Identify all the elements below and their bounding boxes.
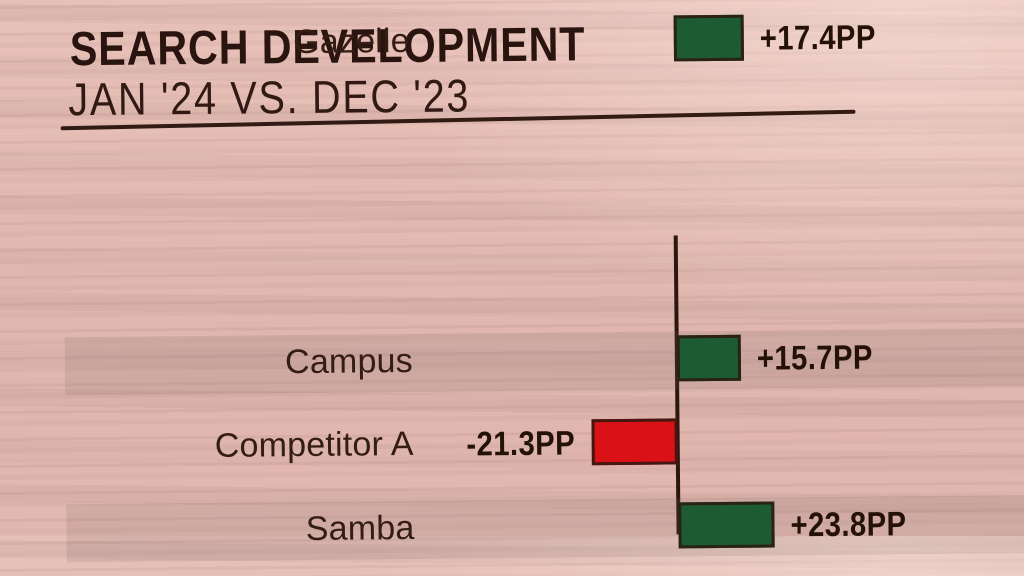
- category-label: Gazelle: [292, 21, 410, 62]
- value-label: +17.4PP: [760, 18, 877, 58]
- bar-samba: [678, 501, 776, 549]
- category-label: Competitor A: [214, 424, 414, 465]
- chart-row-gazelle: Gazelle +17.4PP: [0, 0, 1022, 89]
- value-label: +15.7PP: [756, 338, 873, 378]
- bar-gazelle: [673, 14, 745, 62]
- bar-competitor-a: [591, 418, 678, 466]
- category-label: Campus: [284, 341, 414, 382]
- bar-campus: [676, 334, 741, 382]
- category-label: Samba: [305, 508, 415, 548]
- chart-row-competitor-a: Competitor A -21.3PP: [1, 398, 1024, 492]
- chart-row-samba: Samba +23.8PP: [2, 482, 1024, 576]
- chart-row-campus: Campus +15.7PP: [1, 315, 1024, 409]
- bar-chart: Campus +15.7PP Competitor A -21.3PP Samb…: [0, 0, 1024, 563]
- value-label: +23.8PP: [790, 505, 908, 545]
- slide-photo: SEARCH DEVELOPMENT JAN '24 VS. DEC '23 C…: [0, 0, 1024, 563]
- value-label: -21.3PP: [466, 424, 576, 464]
